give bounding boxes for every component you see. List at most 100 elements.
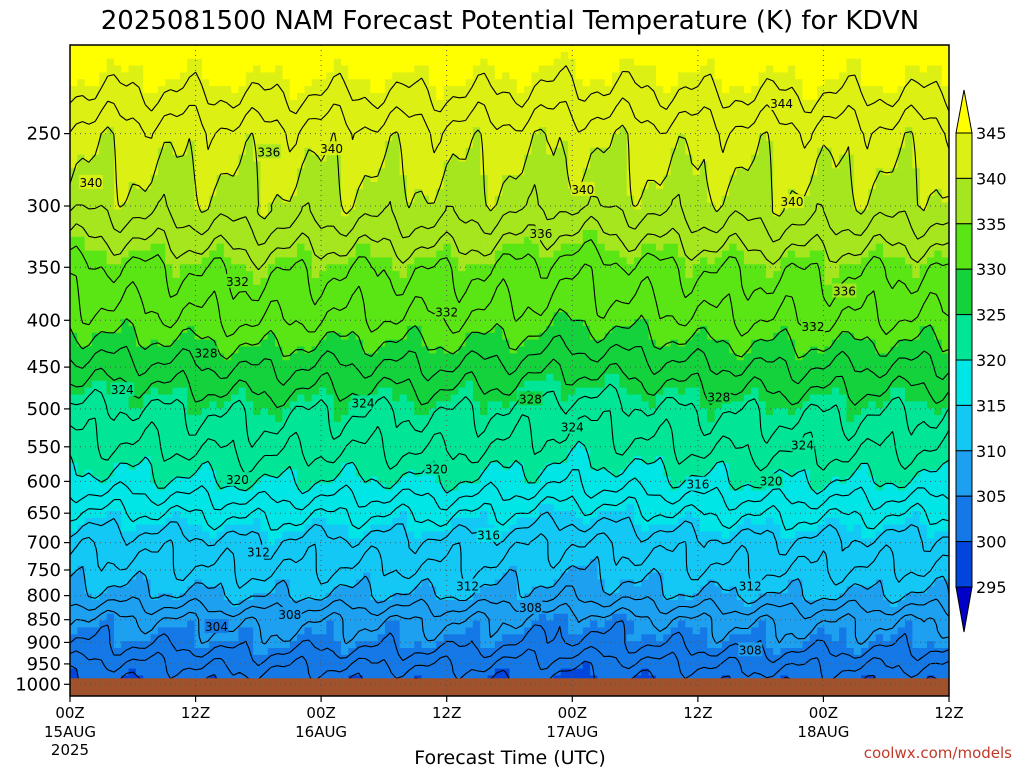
- field-cell: [297, 264, 305, 272]
- field-cell: [392, 140, 401, 149]
- field-cell: [450, 291, 459, 300]
- field-cell: [875, 140, 884, 149]
- field-cell: [267, 86, 276, 94]
- field-cell: [699, 305, 708, 313]
- field-cell: [883, 175, 891, 183]
- field-cell: [729, 147, 738, 156]
- field-cell: [743, 99, 752, 108]
- field-cell: [538, 284, 547, 293]
- field-cell: [648, 182, 657, 190]
- field-cell: [128, 45, 137, 53]
- field-cell: [201, 216, 210, 224]
- field-cell: [875, 236, 884, 245]
- field-cell: [91, 325, 100, 334]
- field-cell: [736, 182, 745, 190]
- field-cell: [502, 99, 511, 108]
- field-cell: [546, 305, 555, 313]
- field-cell: [414, 161, 423, 169]
- field-cell: [897, 175, 906, 183]
- field-cell: [428, 271, 437, 279]
- field-cell: [187, 79, 196, 87]
- field-cell: [223, 257, 232, 265]
- field-cell: [209, 298, 218, 306]
- field-cell: [392, 168, 401, 176]
- field-cell: [223, 127, 232, 135]
- field-cell: [626, 291, 635, 300]
- field-cell: [341, 106, 349, 115]
- field-cell: [465, 182, 474, 190]
- field-cell: [560, 305, 569, 313]
- field-cell: [326, 99, 335, 108]
- field-cell: [326, 291, 335, 300]
- field-cell: [604, 271, 613, 279]
- field-cell: [106, 257, 115, 265]
- field-cell: [773, 284, 782, 293]
- field-cell: [509, 305, 518, 313]
- field-cell: [509, 284, 518, 293]
- field-cell: [751, 140, 760, 149]
- field-cell: [546, 134, 555, 142]
- field-cell: [883, 195, 891, 204]
- field-cell: [201, 312, 210, 320]
- field-cell: [875, 298, 884, 306]
- field-cell: [714, 305, 723, 313]
- field-cell: [275, 182, 284, 190]
- field-cell: [341, 216, 349, 224]
- field-cell: [795, 79, 804, 87]
- field-cell: [941, 250, 949, 259]
- field-cell: [458, 51, 467, 60]
- field-cell: [531, 195, 540, 204]
- field-cell: [319, 99, 327, 108]
- field-cell: [216, 154, 225, 163]
- field-cell: [531, 86, 540, 94]
- field-cell: [853, 230, 862, 238]
- field-cell: [91, 140, 100, 149]
- field-cell: [443, 188, 452, 197]
- field-cell: [267, 305, 276, 313]
- field-cell: [707, 271, 716, 279]
- field-cell: [751, 277, 760, 286]
- field-cell: [443, 127, 452, 135]
- field-cell: [128, 182, 137, 190]
- field-cell: [91, 120, 100, 128]
- field-cell: [560, 72, 569, 80]
- field-cell: [699, 195, 708, 204]
- field-cell: [355, 236, 364, 245]
- field-cell: [721, 58, 730, 67]
- field-cell: [282, 147, 291, 156]
- field-cell: [377, 243, 386, 252]
- field-cell: [677, 168, 686, 176]
- field-cell: [927, 188, 935, 197]
- field-cell: [399, 243, 408, 252]
- field-cell: [729, 161, 738, 169]
- field-cell: [384, 223, 393, 231]
- field-cell: [480, 216, 489, 224]
- field-cell: [546, 147, 555, 156]
- field-cell: [824, 147, 833, 156]
- field-cell: [231, 45, 240, 53]
- field-cell: [809, 305, 818, 313]
- field-cell: [765, 168, 774, 176]
- field-cell: [831, 250, 840, 259]
- field-cell: [575, 216, 584, 224]
- field-cell: [509, 161, 518, 169]
- field-cell: [729, 168, 738, 176]
- field-cell: [721, 134, 730, 142]
- field-cell: [106, 182, 115, 190]
- field-cell: [348, 161, 357, 169]
- field-cell: [282, 182, 291, 190]
- field-cell: [905, 161, 913, 169]
- field-cell: [890, 92, 899, 101]
- field-cell: [392, 305, 401, 313]
- field-cell: [927, 284, 935, 293]
- field-cell: [282, 250, 291, 259]
- field-cell: [919, 113, 928, 121]
- field-cell: [465, 264, 474, 272]
- field-cell: [677, 236, 686, 245]
- field-cell: [853, 58, 862, 67]
- field-cell: [406, 216, 415, 224]
- field-cell: [143, 271, 152, 279]
- field-cell: [927, 147, 935, 156]
- field-cell: [260, 79, 269, 87]
- field-cell: [905, 113, 913, 121]
